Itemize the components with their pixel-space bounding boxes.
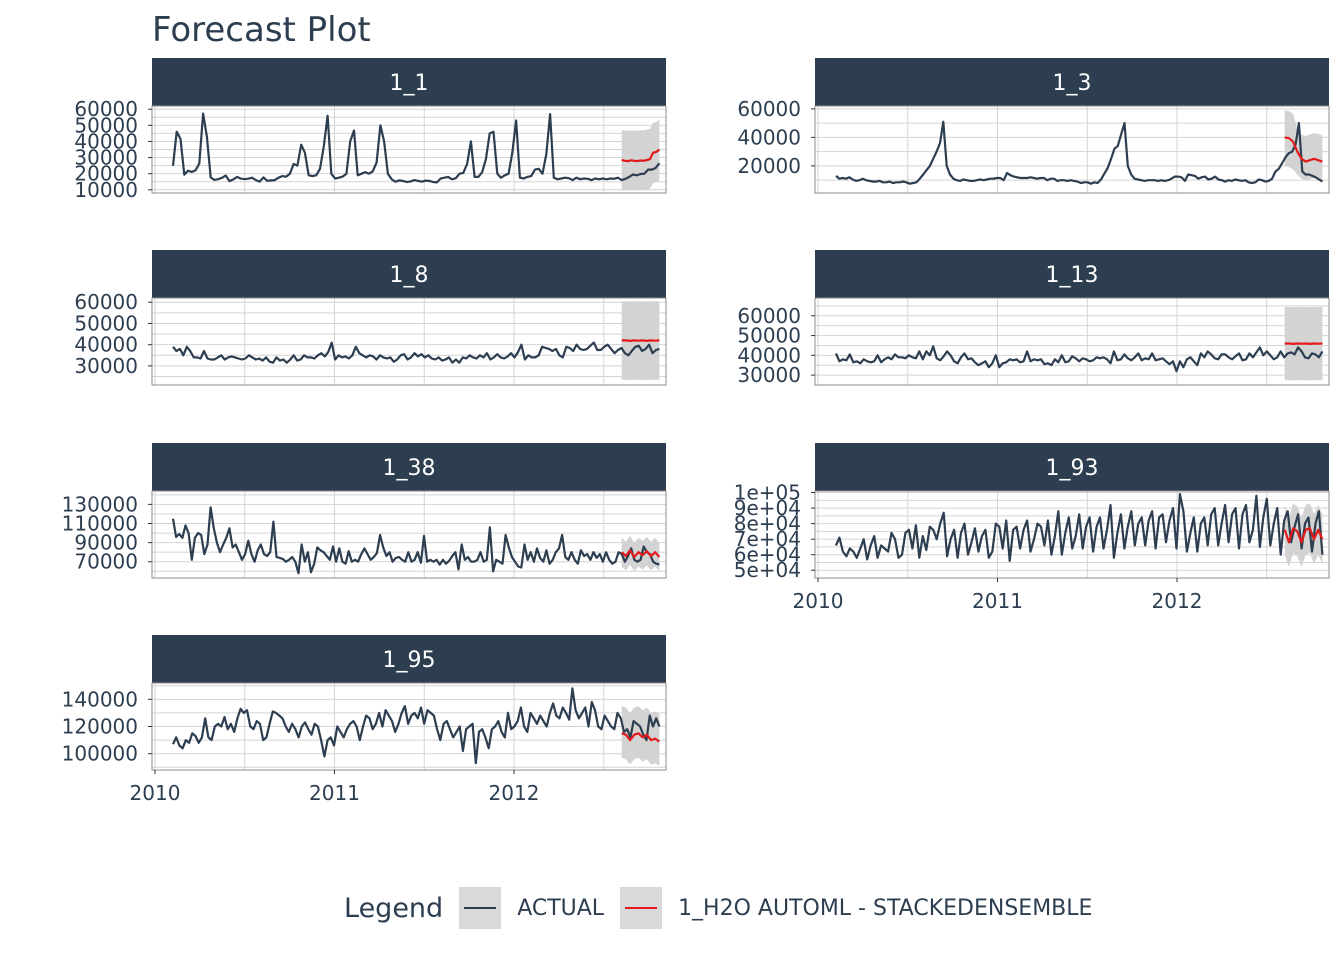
strip-1_8 [152,250,666,298]
y-tick-label: 6e+04 [734,543,801,567]
strip-label-1_93: 1_93 [1046,456,1099,481]
x-tick-label: 2010 [793,589,844,613]
forecast-series-line-1_1 [621,148,661,163]
forecast-series-line-1_3 [1284,136,1323,163]
panel-border-1_13 [814,297,1330,386]
panel-border-1_3 [814,105,1330,194]
panel-bg-1_3 [815,106,1329,193]
strip-1_3 [815,58,1329,106]
chart-title: Forecast Plot [152,10,371,50]
panel-border-1_8 [151,297,667,386]
legend-key-forecast-line [625,907,658,909]
legend: Legend ACTUAL 1_H2O AUTOML - STACKEDENSE… [344,886,1108,930]
y-tick-label: 9e+04 [734,496,801,520]
strip-1_93 [815,443,1329,491]
panel-border-1_93 [814,490,1330,579]
y-tick-label: 1e+05 [734,481,801,505]
confidence-ribbon-1_1 [621,119,660,191]
panel-border-1_1 [151,105,667,194]
legend-label-actual: ACTUAL [517,895,605,921]
forecast-series-line-1_38 [620,549,661,559]
y-tick-label: 40000 [737,125,801,149]
actual-series-line-1_8 [172,341,660,364]
y-tick-label: 50000 [74,113,138,137]
y-tick-label: 50000 [737,324,801,348]
y-tick-label: 60000 [74,97,138,121]
legend-key-actual-line [464,907,497,909]
strip-1_13 [815,250,1329,298]
y-tick-label: 120000 [62,715,138,739]
x-tick-label: 2012 [489,781,540,805]
strip-label-1_13: 1_13 [1046,263,1099,288]
strip-label-1_1: 1_1 [390,71,429,96]
strip-label-1_38: 1_38 [383,456,436,481]
legend-title: Legend [344,892,444,924]
panel-bg-1_93 [815,491,1329,578]
actual-series-line-1_93 [834,493,1324,562]
facet-chart: 1_11000020000300004000050000600001_32000… [62,58,1330,805]
strip-1_1 [152,58,666,106]
actual-series-line-1_38 [171,506,660,575]
strip-1_38 [152,443,666,491]
panel-bg-1_38 [152,491,666,578]
legend-key-actual [459,887,502,929]
y-tick-label: 50000 [74,311,138,335]
y-tick-label: 40000 [737,343,801,367]
y-tick-label: 5e+04 [734,558,801,582]
panel-border-1_38 [151,490,667,579]
y-tick-label: 10000 [74,178,138,202]
confidence-ribbon-1_3 [1284,110,1323,181]
y-tick-label: 130000 [62,492,138,516]
actual-series-line-1_95 [172,687,661,765]
x-tick-label: 2012 [1152,589,1203,613]
actual-series-line-1_13 [834,345,1324,373]
y-tick-label: 60000 [737,97,801,121]
x-tick-label: 2010 [130,781,181,805]
x-tick-label: 2011 [309,781,360,805]
y-tick-label: 30000 [74,354,138,378]
x-tick-label: 2011 [972,589,1023,613]
panel-bg-1_8 [152,298,666,385]
y-tick-label: 30000 [737,363,801,387]
panel-bg-1_13 [815,298,1329,385]
y-tick-label: 70000 [74,550,138,574]
forecast-series-line-1_93 [1283,527,1324,544]
y-tick-label: 60000 [737,304,801,328]
y-tick-label: 40000 [74,333,138,357]
y-tick-label: 60000 [74,290,138,314]
actual-series-line-1_3 [835,120,1323,185]
y-tick-label: 100000 [62,742,138,766]
y-tick-label: 40000 [74,129,138,153]
y-tick-label: 140000 [62,687,138,711]
legend-label-forecast: 1_H2O AUTOML - STACKEDENSEMBLE [678,895,1093,921]
forecast-series-line-1_8 [621,339,660,342]
y-tick-label: 20000 [74,162,138,186]
forecast-series-line-1_95 [621,732,661,743]
y-tick-label: 110000 [62,512,138,536]
y-tick-label: 8e+04 [734,512,801,536]
y-tick-label: 7e+04 [734,527,801,551]
strip-label-1_8: 1_8 [390,263,429,288]
actual-series-line-1_1 [171,112,661,184]
y-tick-label: 90000 [74,531,138,555]
y-tick-label: 30000 [74,146,138,170]
strip-label-1_3: 1_3 [1053,71,1092,96]
strip-label-1_95: 1_95 [383,648,436,673]
y-tick-label: 20000 [737,154,801,178]
legend-key-forecast [620,887,663,929]
strip-1_95 [152,635,666,683]
